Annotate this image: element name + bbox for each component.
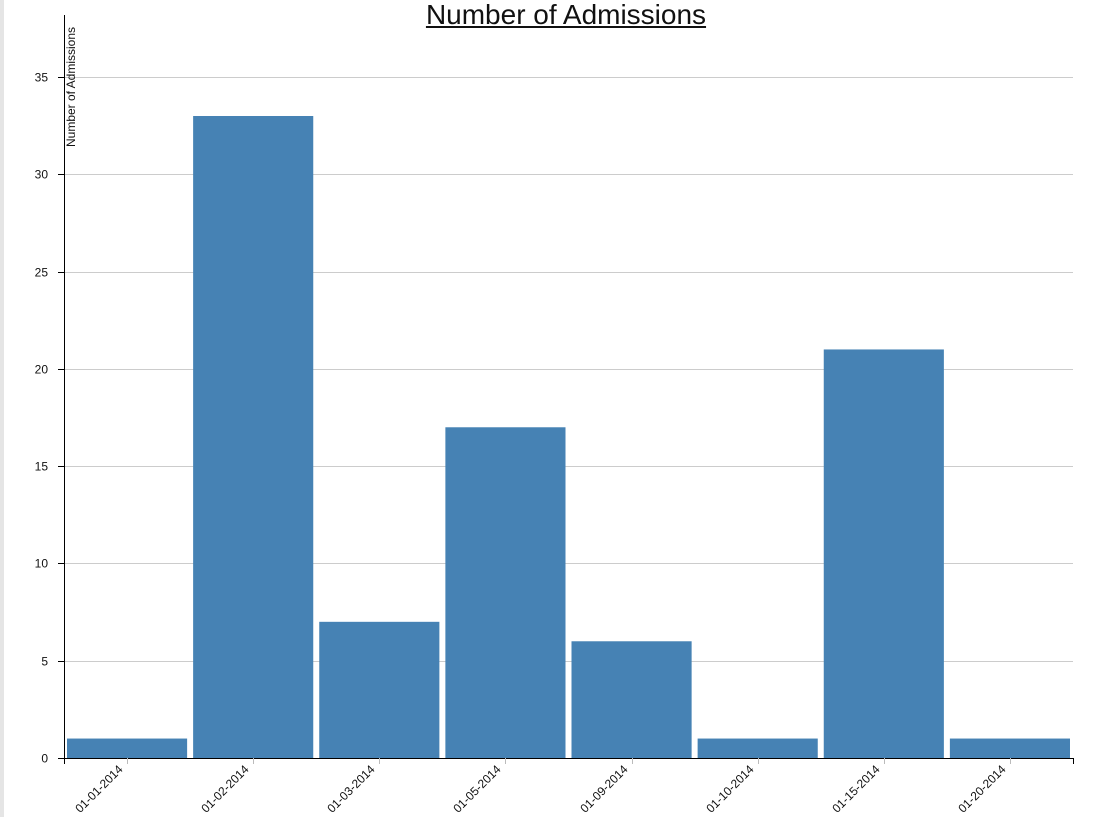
bar [67, 738, 188, 758]
page-left-border [0, 0, 4, 817]
x-tick-label: 01-09-2014 [577, 762, 631, 816]
bar [697, 738, 818, 758]
y-tick-label: 5 [41, 655, 48, 669]
bar [571, 641, 692, 758]
x-tick-label: 01-02-2014 [198, 762, 252, 816]
bar [823, 349, 944, 758]
chart-title: Number of Admissions [425, 0, 707, 30]
x-tick-label: 01-01-2014 [72, 762, 126, 816]
bar [445, 427, 566, 758]
x-tick-label: 01-20-2014 [955, 762, 1009, 816]
y-tick-label: 30 [35, 168, 49, 182]
x-tick-label: 01-03-2014 [324, 762, 378, 816]
y-tick-label: 35 [35, 71, 49, 85]
x-axis: 01-01-2014 01-02-2014 01-03-2014 01-05-2014… [64, 758, 1074, 816]
x-tick-label: 01-15-2014 [829, 762, 883, 816]
bar [949, 738, 1070, 758]
y-axis-label: Number of Admissions [64, 27, 78, 147]
y-tick-label: 20 [35, 363, 49, 377]
y-tick-label: 0 [41, 752, 48, 766]
y-tick-label: 15 [35, 460, 49, 474]
x-tick-label: 01-10-2014 [703, 762, 757, 816]
y-tick-label: 10 [35, 557, 49, 571]
x-tick-label: 01-05-2014 [450, 762, 504, 816]
y-tick-label: 25 [35, 266, 49, 280]
bar [319, 621, 440, 758]
bar [193, 116, 314, 758]
bars [67, 116, 1070, 758]
y-axis: 0 5 10 15 20 25 30 35 [35, 15, 65, 766]
